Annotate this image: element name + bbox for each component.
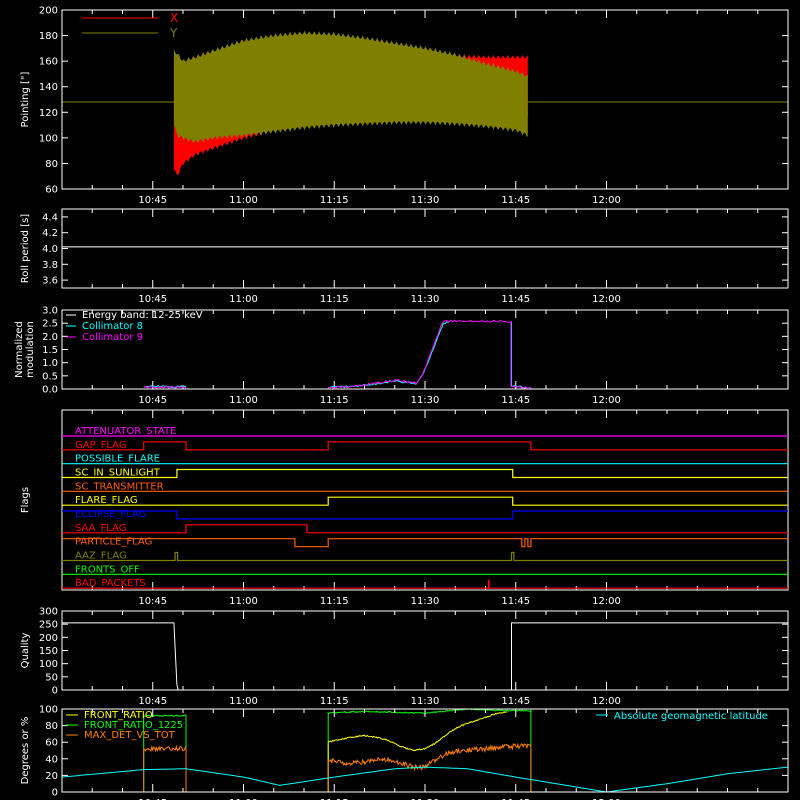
y-tick-label: 300 [39,607,58,618]
y-tick-label: 60 [45,185,58,196]
y-tick-label: 50 [45,672,58,683]
time-tick-label: 11:30 [411,596,440,607]
time-tick-label: 11:00 [229,696,258,707]
time-tick-label: 11:30 [411,195,440,206]
flag-label: GAP_FLAG [75,440,127,451]
y-tick-label: 100 [39,659,58,670]
y-tick-label: 4.2 [42,228,58,239]
time-tick-label: 10:45 [138,195,167,206]
time-tick-label: 12:00 [592,395,621,406]
y-tick-label: 4.0 [42,244,58,255]
y-tick-label: 140 [39,82,58,93]
y-axis-label: Roll period [s] [20,214,31,283]
y-tick-label: 3.6 [42,276,58,287]
time-tick-label: 10:45 [138,596,167,607]
y-tick-label: 60 [45,738,58,749]
y-tick-label: 120 [39,108,58,119]
flag-label: SAA_FLAG [75,523,126,534]
time-tick-label: 11:00 [229,395,258,406]
legend-label: Collimator 8 [82,321,143,332]
time-tick-label: 11:15 [320,395,349,406]
y-tick-label: 160 [39,57,58,68]
legend-label: Absolute geomagnetic latitude [614,711,768,722]
time-tick-label: 11:15 [320,195,349,206]
y-axis-label: Normalized [14,321,25,378]
y-tick-label: 0 [52,788,58,799]
time-tick-label: 10:45 [138,696,167,707]
y-tick-label: 180 [39,31,58,42]
y-tick-label: 250 [39,620,58,631]
legend-label: Y [169,26,178,40]
y-tick-label: 100 [39,133,58,144]
y-tick-label: 1.5 [42,345,58,356]
y-tick-label: 20 [45,771,58,782]
y-axis-label: Pointing ["] [20,71,31,127]
time-tick-label: 10:45 [138,395,167,406]
y-tick-label: 150 [39,646,58,657]
time-tick-label: 12:00 [592,696,621,707]
time-tick-label: 10:45 [138,294,167,305]
time-tick-label: 11:00 [229,294,258,305]
y-axis-label: Flags [20,487,31,513]
y-axis-label: modulation [25,321,36,378]
time-tick-label: 11:15 [320,696,349,707]
y-tick-label: 3.0 [42,306,58,317]
time-tick-label: 11:15 [320,294,349,305]
flag-label: SC_IN_SUNLIGHT [75,468,161,479]
time-tick-label: 11:45 [501,195,530,206]
time-tick-label: 11:30 [411,294,440,305]
y-tick-label: 80 [45,159,58,170]
flag-label: ECLIPSE_FLAG [75,509,146,520]
y-tick-label: 200 [39,633,58,644]
time-tick-label: 12:00 [592,294,621,305]
legend-label: MAX_DET_VS_TOT [84,730,176,741]
flag-label: PARTICLE_FLAG [75,537,152,548]
flag-label: FRONTS_OFF [75,564,140,575]
time-tick-label: 12:00 [592,596,621,607]
y-tick-label: 40 [45,754,58,765]
y-axis-label: Quality [20,633,31,669]
y-tick-label: 1.0 [42,358,58,369]
y-tick-label: 0.5 [42,371,58,382]
time-tick-label: 11:45 [501,395,530,406]
y-tick-label: 200 [39,6,58,17]
legend-label: Collimator 9 [82,332,143,343]
y-tick-label: 80 [45,721,58,732]
time-tick-label: 11:00 [229,596,258,607]
time-tick-label: 11:00 [229,195,258,206]
time-tick-label: 11:45 [501,696,530,707]
time-tick-label: 11:30 [411,696,440,707]
y-tick-label: 0.0 [42,385,58,396]
time-tick-label: 11:15 [320,596,349,607]
time-tick-label: 11:45 [501,596,530,607]
legend-label: Energy band: 12-25 keV [82,310,203,321]
y-tick-label: 3.8 [42,260,58,271]
y-axis-label: Degrees or % [20,717,31,785]
y-tick-label: 4.4 [42,212,58,223]
time-tick-label: 11:30 [411,395,440,406]
time-tick-label: 11:45 [501,294,530,305]
flag-label: POSSIBLE_FLARE [75,454,160,465]
y-tick-label: 100 [39,705,58,716]
flag-label: BAD_PACKETS [75,578,146,589]
y-tick-label: 2.0 [42,332,58,343]
flag-label: FLARE_FLAG [75,495,138,506]
flag-label: SC_TRANSMITTER [75,481,164,492]
y-tick-label: 0 [52,686,58,697]
flag-label: AAZ_FLAG [75,551,127,562]
legend-label: X [170,11,178,25]
y-tick-label: 2.5 [42,319,58,330]
time-tick-label: 12:00 [592,195,621,206]
flag-label: ATTENUATOR_STATE [75,426,176,437]
